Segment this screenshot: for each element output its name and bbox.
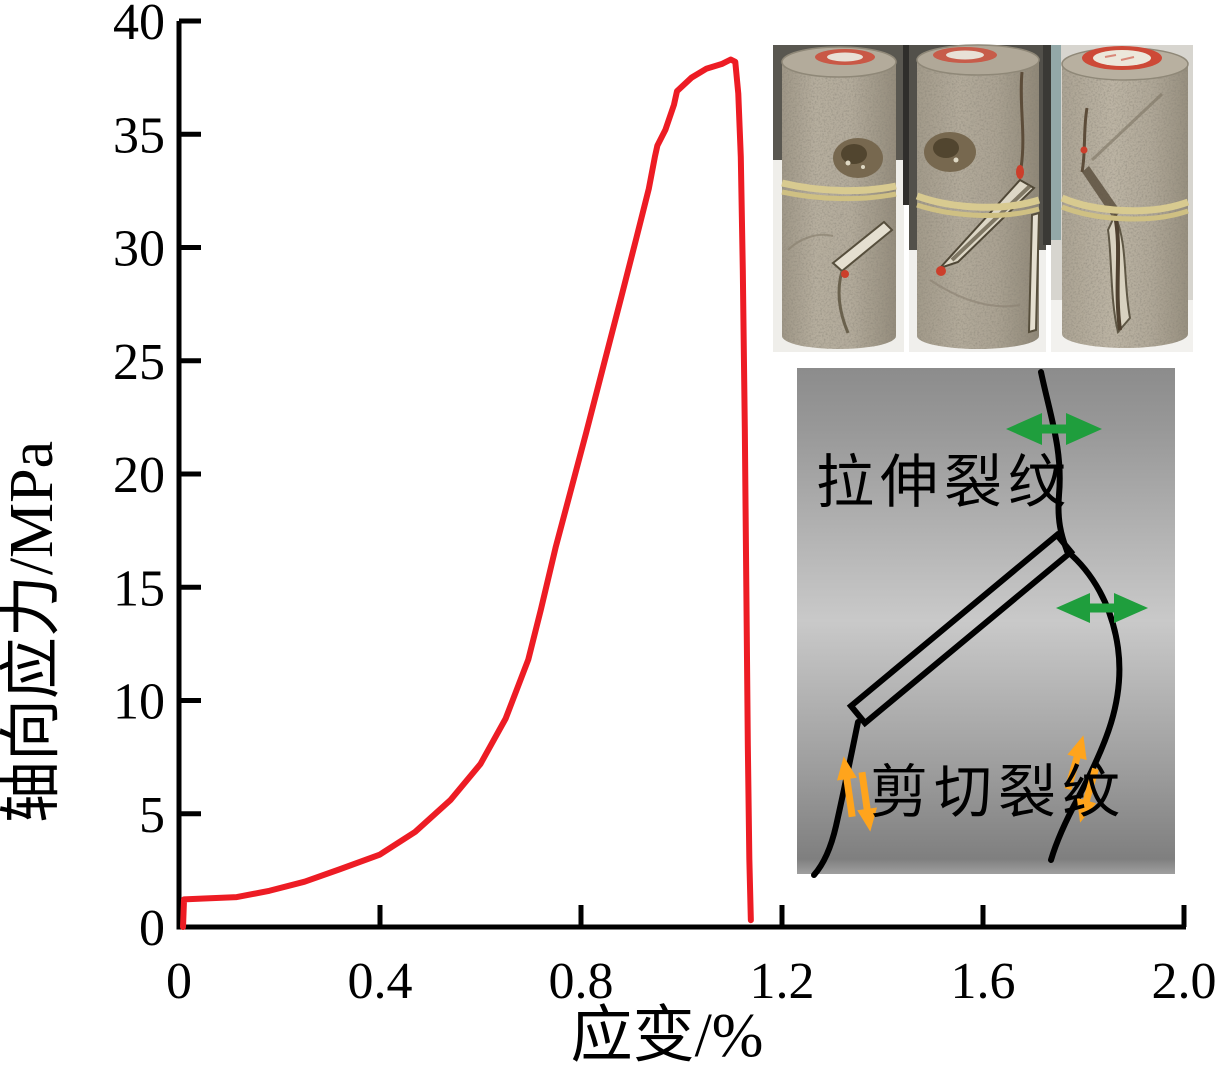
specimen-label-center — [1093, 50, 1151, 66]
photo-gap — [1043, 45, 1051, 245]
y-tick-label: 25 — [113, 334, 165, 391]
specimen-body — [1062, 48, 1188, 348]
shear-down-arrow — [857, 771, 877, 832]
label-writing — [1104, 54, 1135, 61]
shear-crack-label: 剪切裂纹 — [870, 760, 1126, 825]
specimen-body — [917, 45, 1039, 349]
x-tick-label: 1.6 — [951, 953, 1016, 1010]
x-axis-ticks — [176, 905, 1187, 927]
crack-line — [1019, 71, 1025, 169]
specimen-photo-1 — [773, 45, 904, 352]
y-tick-label: 35 — [113, 107, 165, 164]
pit-speck — [845, 160, 851, 166]
specimen-label-center — [946, 50, 984, 60]
x-tick-label: 0 — [166, 953, 192, 1010]
surface-pit-core — [933, 138, 959, 158]
y-tick-label: 30 — [113, 221, 165, 278]
x-tick-label: 0.8 — [549, 953, 614, 1010]
crack-mode-diagram: 拉伸裂纹 剪切裂纹 — [797, 368, 1175, 878]
y-axis-label: 轴向应力/MPa — [0, 441, 66, 823]
arrow-head — [857, 807, 877, 832]
x-tick-label: 2.0 — [1152, 953, 1217, 1010]
arrow-head — [1056, 593, 1090, 623]
stress-strain-curve — [180, 56, 754, 930]
specimen-label-center — [827, 52, 863, 62]
arrow-head — [1076, 797, 1097, 823]
rubber-band — [781, 179, 897, 195]
rubber-band — [1060, 194, 1190, 215]
arrow-bar — [1038, 424, 1070, 434]
arrow-head — [837, 756, 857, 781]
tensile-opening-arrow-icon — [1006, 413, 1102, 445]
crack-line — [929, 279, 1021, 308]
arrow-shaft — [1064, 751, 1082, 791]
tensile-crack-label: 拉伸裂纹 — [816, 450, 1072, 515]
crack-line — [837, 270, 850, 334]
x-axis-tick-labels: 0 0.4 0.8 1.2 1.6 2.0 — [166, 953, 1217, 1010]
shear-up-arrow — [1064, 735, 1087, 791]
shear-couple-arrows-icon — [1064, 735, 1099, 823]
y-tick-label: 0 — [139, 900, 165, 957]
y-tick-label: 15 — [113, 560, 165, 617]
y-tick-label: 5 — [139, 787, 165, 844]
tensile-opening-arrow-icon — [1056, 593, 1148, 623]
crack-line — [1090, 92, 1164, 162]
red-mark — [1016, 165, 1024, 179]
specimen-photo-2 — [903, 44, 1046, 352]
arrow-head — [1067, 735, 1087, 761]
pit-speck — [953, 157, 959, 163]
shear-couple-arrows-icon — [837, 756, 877, 832]
tensile-crack-line — [1038, 369, 1070, 554]
axes: 0 0.4 0.8 1.2 1.6 2.0 0 5 10 15 20 25 30 35 40 应变/% 轴… — [0, 0, 1217, 1070]
red-mark — [1080, 146, 1088, 154]
arrow-shaft — [858, 771, 872, 815]
arrow-head — [1006, 413, 1042, 445]
rubber-band — [781, 189, 897, 202]
arrow-shaft — [842, 774, 856, 818]
crack-line — [1080, 107, 1089, 173]
shear-up-arrow — [837, 756, 857, 818]
photo-background-strip — [1051, 45, 1061, 240]
left-shear-crack-line — [811, 719, 861, 878]
spalled-edge — [1027, 211, 1041, 334]
specimen-photos — [773, 44, 1193, 352]
photo-gap — [903, 45, 911, 205]
surface-pit-core — [841, 144, 867, 164]
right-shear-crack-line — [1048, 548, 1123, 863]
x-tick-label: 0.4 — [348, 953, 413, 1010]
y-axis-tick-labels: 0 5 10 15 20 25 30 35 40 — [113, 0, 165, 957]
pit-speck — [861, 165, 865, 169]
rubber-band — [916, 202, 1040, 219]
y-tick-label: 20 — [113, 447, 165, 504]
specimen-photo-3 — [1043, 45, 1193, 352]
x-tick-label: 1.2 — [750, 953, 815, 1010]
arrow-head — [1066, 413, 1102, 445]
shear-down-arrow — [1076, 767, 1099, 823]
rubber-band — [1061, 204, 1189, 222]
arrow-shaft — [1081, 767, 1099, 807]
arrow-head — [1114, 593, 1148, 623]
red-mark — [936, 266, 946, 276]
y-tick-label: 40 — [113, 0, 165, 51]
gash-shadow — [950, 184, 1032, 262]
crack-wedge — [1082, 166, 1121, 218]
y-tick-label: 10 — [113, 674, 165, 731]
arrow-bar — [1086, 603, 1118, 613]
x-axis-label: 应变/% — [571, 1002, 764, 1070]
y-axis-ticks — [179, 18, 201, 930]
crack-line — [787, 233, 834, 251]
inclined-flaw-bar — [846, 530, 1076, 728]
rubber-band — [915, 192, 1041, 211]
red-mark — [841, 270, 849, 278]
crack-line — [1113, 214, 1122, 331]
